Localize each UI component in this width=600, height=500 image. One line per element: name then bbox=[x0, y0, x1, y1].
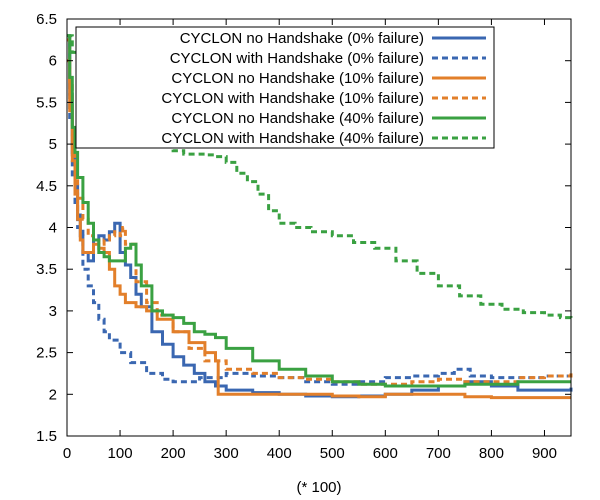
x-tick-label: 200 bbox=[161, 445, 186, 462]
y-tick-label: 6.5 bbox=[36, 11, 57, 28]
y-tick-label: 5 bbox=[49, 136, 57, 153]
x-tick-label: 800 bbox=[479, 445, 504, 462]
legend: CYCLON no Handshake (0% failure) CYCLON w… bbox=[75, 26, 495, 149]
y-tick-label: 4 bbox=[49, 220, 57, 237]
x-axis-label: (* 100) bbox=[296, 479, 341, 496]
y-tick-label: 2 bbox=[49, 386, 57, 403]
series-line-5 bbox=[67, 34, 571, 388]
legend-label-4: CYCLON with Handshake (10% failure) bbox=[161, 90, 424, 107]
y-tick-label: 5.5 bbox=[36, 94, 57, 111]
legend-label-3: CYCLON no Handshake (10% failure) bbox=[171, 70, 424, 87]
y-axis: 1.5 2 2.5 3 3.5 4 4.5 5 5.5 6 6.5 bbox=[36, 11, 571, 445]
x-tick-label: 100 bbox=[108, 445, 133, 462]
y-tick-label: 2.5 bbox=[36, 345, 57, 362]
y-tick-label: 1.5 bbox=[36, 428, 57, 445]
x-tick-label: 0 bbox=[63, 445, 71, 462]
x-tick-label: 700 bbox=[426, 445, 451, 462]
legend-box bbox=[75, 26, 495, 149]
legend-label-1: CYCLON no Handshake (0% failure) bbox=[180, 30, 424, 47]
y-tick-label: 6 bbox=[49, 53, 57, 70]
y-tick-label: 3 bbox=[49, 303, 57, 320]
y-tick-label: 4.5 bbox=[36, 178, 57, 195]
x-axis: 0 100 200 300 400 500 600 700 800 900 bbox=[63, 19, 557, 462]
x-tick-label: 500 bbox=[320, 445, 345, 462]
y-tick-label: 3.5 bbox=[36, 261, 57, 278]
legend-label-6: CYCLON with Handshake (40% failure) bbox=[161, 130, 424, 147]
legend-label-2: CYCLON with Handshake (0% failure) bbox=[170, 50, 424, 67]
series-line-2 bbox=[67, 34, 573, 386]
legend-label-5: CYCLON no Handshake (40% failure) bbox=[171, 110, 424, 127]
x-tick-label: 400 bbox=[267, 445, 292, 462]
x-tick-label: 300 bbox=[214, 445, 239, 462]
x-tick-label: 600 bbox=[373, 445, 398, 462]
x-tick-label: 900 bbox=[532, 445, 557, 462]
series-line-3 bbox=[67, 59, 571, 400]
